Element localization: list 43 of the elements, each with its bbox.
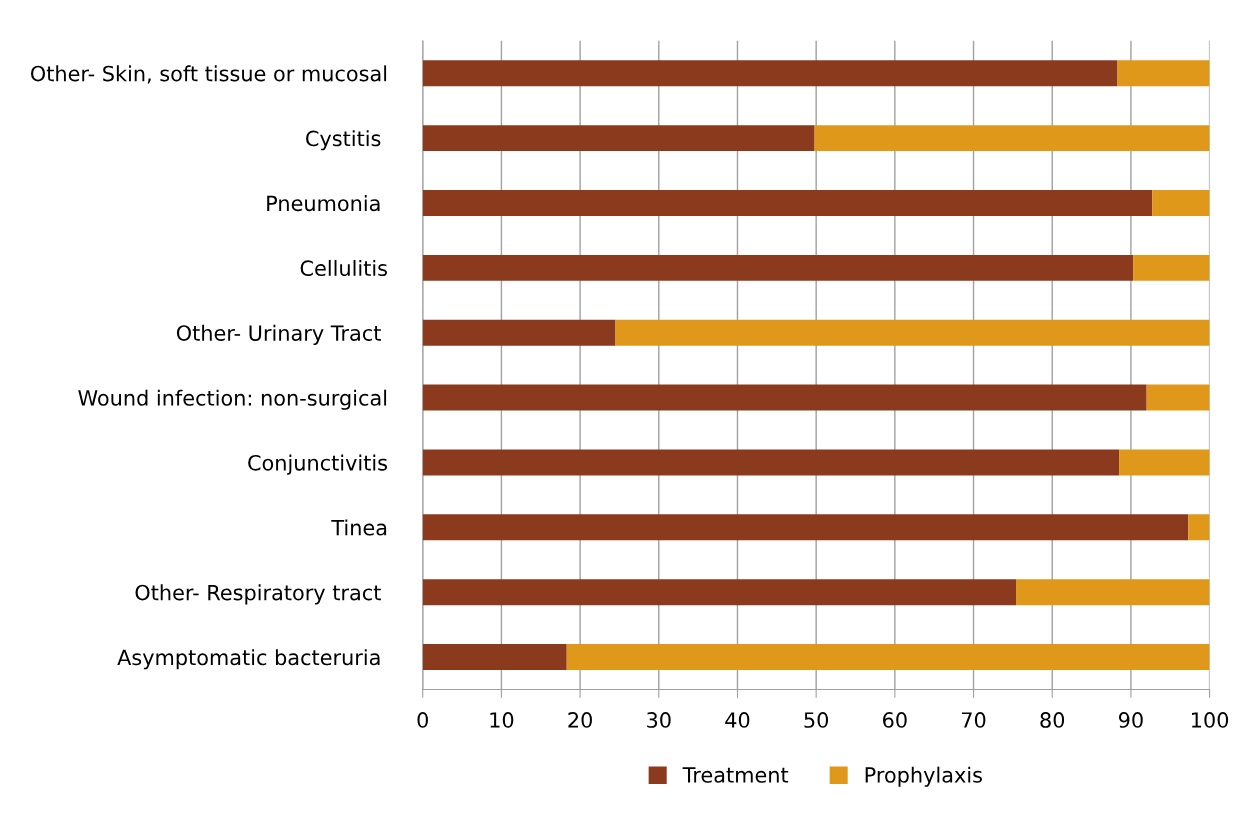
- legend-label: Prophylaxis: [865, 766, 982, 787]
- legend-label: Treatment: [682, 767, 789, 783]
- x-tick-label: 30: [647, 712, 671, 728]
- x-tick-label: 70: [961, 712, 986, 728]
- bar: [1146, 384, 1210, 411]
- bar: [1119, 449, 1210, 476]
- bar: [422, 319, 616, 346]
- x-tick-label: 60: [883, 712, 907, 728]
- y-tick-label: Pneumonia: [267, 195, 380, 212]
- y-tick-label: Other- Urinary Tract: [176, 324, 381, 345]
- y-tick-label: Tinea: [331, 519, 387, 536]
- bar: [422, 579, 1017, 606]
- bar: [422, 60, 1118, 87]
- bar: [1152, 190, 1210, 216]
- bar: [422, 384, 1147, 411]
- x-tick-label: 20: [568, 712, 592, 728]
- x-tick-label: 90: [1118, 712, 1143, 728]
- y-tick-label: Other- Skin, soft tissue or mucosal: [30, 65, 387, 84]
- bar: [422, 514, 1189, 541]
- x-tick-label: 80: [1040, 712, 1065, 728]
- bar: [566, 644, 1210, 671]
- bar: [1133, 254, 1210, 281]
- bar: [422, 449, 1120, 476]
- y-tick-label: Cellulitis: [300, 259, 387, 277]
- x-tick-label: 50: [804, 712, 829, 728]
- bar: [422, 190, 1153, 216]
- bar: [422, 644, 567, 671]
- y-tick-label: Conjunctivitis: [248, 454, 387, 475]
- bar: [1188, 514, 1210, 541]
- y-tick-label: Cystitis: [306, 130, 381, 151]
- y-tick-label: Other- Respiratory tract: [135, 584, 381, 605]
- bar: [814, 125, 1210, 152]
- bar: [422, 125, 815, 152]
- x-tick-label: 10: [490, 712, 514, 728]
- x-tick-label: 40: [725, 712, 750, 728]
- x-tick-label: 0: [417, 712, 428, 728]
- x-tick-label: 100: [1192, 712, 1229, 728]
- bar: [1016, 579, 1210, 606]
- bar: [615, 319, 1210, 346]
- y-tick-label: Asymptomatic bacteruria: [117, 649, 380, 670]
- bar: [1117, 60, 1210, 87]
- y-tick-label: Wound infection: non-surgical: [78, 389, 387, 410]
- bar: [422, 254, 1134, 281]
